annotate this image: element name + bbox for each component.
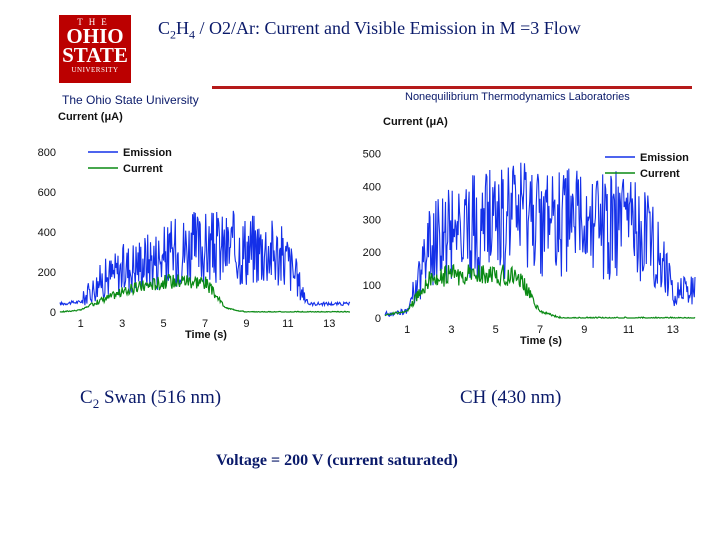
- legend-current-label: Current: [123, 163, 163, 175]
- x-axis-label: Time (s): [185, 329, 227, 341]
- x-tick-label: 1: [404, 324, 410, 336]
- x-tick-label: 5: [161, 318, 167, 330]
- y-tick-label: 200: [38, 267, 56, 279]
- logo-state: STATE: [62, 43, 128, 67]
- x-tick-label: 11: [623, 324, 634, 336]
- y-tick-label: 0: [50, 307, 56, 319]
- x-tick-label: 5: [493, 324, 499, 336]
- voltage-note: Voltage = 200 V (current saturated): [216, 452, 458, 469]
- emission-series-line: [384, 162, 696, 317]
- legend-current-label: Current: [640, 168, 680, 180]
- title-sub2: 4: [189, 27, 196, 42]
- x-tick-label: 7: [537, 324, 543, 336]
- y-tick-label: 600: [38, 187, 56, 199]
- y-tick-label: 400: [363, 181, 381, 193]
- caption-left-rest: Swan (516 nm): [99, 387, 222, 408]
- logo-the: THE: [77, 17, 113, 27]
- x-tick-label: 11: [282, 318, 293, 330]
- x-tick-label: 9: [581, 324, 587, 336]
- current-series-line: [59, 273, 350, 313]
- x-tick-label: 7: [202, 318, 208, 330]
- emission-series-line: [59, 210, 351, 308]
- x-axis-label: Time (s): [520, 335, 562, 347]
- y-axis-label: Current (μA): [58, 111, 123, 123]
- y-tick-label: 300: [363, 214, 381, 226]
- x-tick-label: 13: [323, 318, 335, 330]
- x-tick-label: 3: [119, 318, 125, 330]
- page-title: C2H4 / O2/Ar: Current and Visible Emissi…: [158, 18, 581, 43]
- caption-c2-swan: C2 Swan (516 nm): [80, 387, 221, 412]
- caption-left-sub: 2: [92, 395, 100, 411]
- caption-left-prefix: C: [80, 387, 93, 408]
- y-tick-label: 800: [38, 147, 56, 159]
- y-tick-label: 100: [363, 280, 381, 292]
- title-prefix: C: [158, 18, 171, 38]
- title-mid: H: [176, 18, 190, 38]
- y-axis-label: Current (μA): [383, 116, 448, 128]
- y-tick-label: 200: [363, 247, 381, 259]
- caption-ch: CH (430 nm): [460, 387, 562, 408]
- logo-university: UNIVERSITY: [71, 66, 119, 74]
- title-rest: / O2/Ar: Current and Visible Emission in…: [195, 18, 581, 38]
- affiliation-left: The Ohio State University: [62, 93, 199, 107]
- x-tick-label: 9: [243, 318, 249, 330]
- logo-ohio: OHIO: [66, 24, 124, 48]
- affiliation-right: Nonequilibrium Thermodynamics Laboratori…: [405, 91, 630, 103]
- legend-emission-label: Emission: [123, 147, 172, 159]
- title-sub1: 2: [170, 27, 177, 42]
- legend-emission-label: Emission: [640, 152, 689, 164]
- y-tick-label: 500: [363, 148, 381, 160]
- y-tick-label: 0: [375, 313, 381, 325]
- current-series-line: [384, 263, 696, 319]
- y-tick-label: 400: [38, 227, 56, 239]
- x-tick-label: 1: [78, 318, 84, 330]
- x-tick-label: 13: [667, 324, 679, 336]
- x-tick-label: 3: [448, 324, 454, 336]
- osu-logo: THE OHIO STATE UNIVERSITY: [59, 15, 131, 83]
- title-divider: [212, 86, 692, 89]
